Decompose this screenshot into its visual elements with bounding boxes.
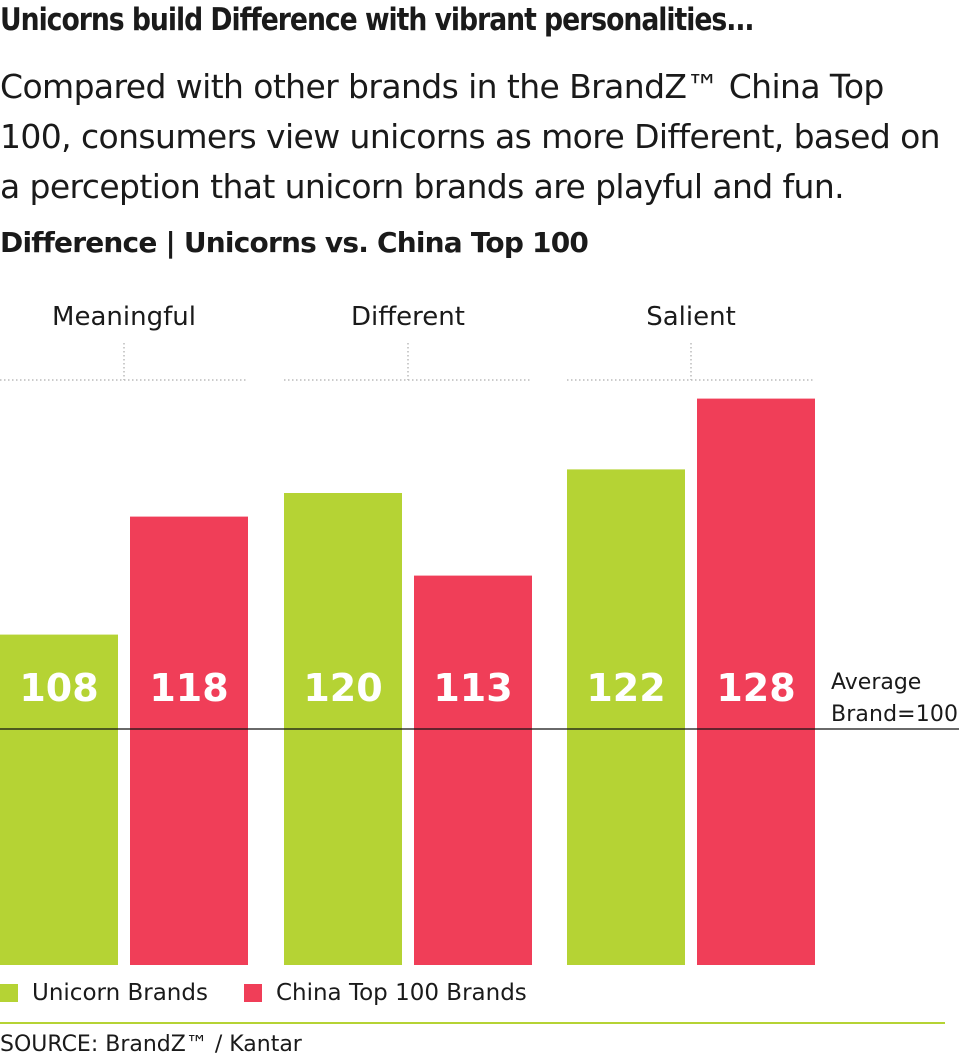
value-label: 108	[19, 666, 98, 710]
divider	[0, 1022, 945, 1024]
bar-meaningful-0	[0, 634, 118, 965]
legend-label-china: China Top 100 Brands	[275, 980, 527, 1006]
page-title: Unicorns build Difference with vibrant p…	[0, 2, 755, 38]
bar-different-1	[414, 575, 532, 965]
category-label: Meaningful	[52, 302, 196, 332]
value-label: 122	[586, 666, 665, 710]
source-note: SOURCE: BrandZ™ / Kantar	[0, 1032, 302, 1057]
value-label: 118	[149, 666, 228, 710]
reference-label-line1: Average	[831, 670, 921, 695]
bar-salient-0	[567, 469, 685, 965]
bar-meaningful-1	[130, 516, 248, 965]
bar-salient-1	[697, 398, 815, 966]
legend-swatch-china	[243, 984, 262, 1002]
value-label: 113	[433, 666, 512, 710]
value-label: 120	[303, 666, 382, 710]
chart-title: Difference | Unicorns vs. China Top 100	[0, 226, 589, 259]
legend-swatch-unicorn	[0, 984, 18, 1002]
legend: Unicorn Brands China Top 100 Brands	[0, 980, 527, 1006]
legend-label-unicorn: Unicorn Brands	[32, 980, 208, 1006]
subtitle: Compared with other brands in the BrandZ…	[0, 67, 941, 206]
reference-label-line2: Brand=100	[831, 702, 958, 727]
category-label: Different	[351, 302, 465, 332]
category-label: Salient	[646, 302, 736, 332]
value-label: 128	[716, 666, 795, 710]
